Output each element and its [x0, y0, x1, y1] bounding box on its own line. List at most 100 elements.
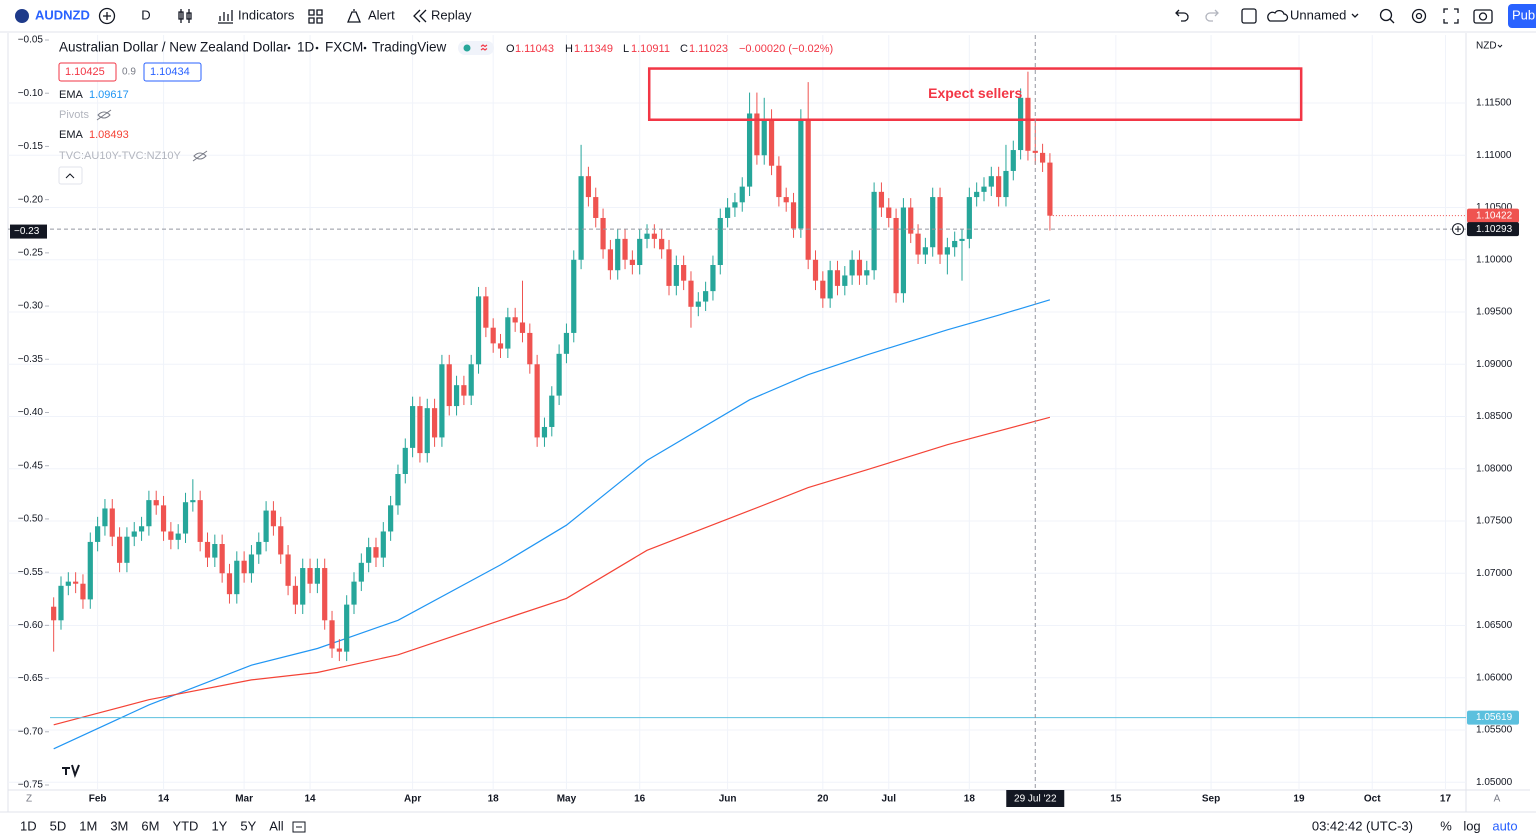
- fullscreen-button[interactable]: [1443, 8, 1459, 24]
- legend-exchange: FXCM: [325, 40, 363, 55]
- settings-button[interactable]: [1411, 8, 1427, 24]
- indicator-name[interactable]: Pivots: [59, 109, 89, 121]
- log-toggle[interactable]: log: [1463, 818, 1480, 833]
- candle-body: [483, 296, 489, 328]
- candle-body: [915, 233, 921, 255]
- replay-button[interactable]: Replay: [431, 7, 472, 22]
- y-tick-label: 1.05000: [1476, 777, 1513, 788]
- x-tick-label: Apr: [404, 794, 421, 805]
- select-button[interactable]: [1241, 8, 1257, 24]
- currency-menu[interactable]: [1497, 44, 1503, 48]
- candle-body: [314, 568, 320, 584]
- candle-body: [922, 247, 928, 255]
- currency[interactable]: NZD: [1476, 41, 1497, 52]
- compare-button[interactable]: [98, 7, 116, 25]
- layout-name[interactable]: Unnamed: [1290, 7, 1346, 22]
- candle-body: [717, 217, 723, 266]
- y-tick-label: 1.10000: [1476, 254, 1513, 265]
- ask-price[interactable]: 1.10434: [150, 66, 190, 78]
- candle-body: [812, 259, 819, 281]
- candle-body: [732, 202, 738, 208]
- hidden-icon[interactable]: [192, 150, 208, 162]
- candle-body: [146, 500, 152, 527]
- alert-button[interactable]: Alert: [368, 7, 395, 22]
- candle-body: [585, 176, 592, 198]
- y2-tick-label: −0.75: [18, 780, 44, 791]
- hline-price-tag: [1467, 710, 1519, 725]
- layouts-button[interactable]: [308, 9, 323, 24]
- legend-collapse[interactable]: [58, 166, 83, 185]
- buy-button[interactable]: [143, 62, 202, 82]
- candle-body: [622, 238, 628, 260]
- crosshair-add-plus: [1455, 226, 1461, 233]
- legend-dot: [363, 46, 367, 50]
- annotation-box[interactable]: [647, 67, 1303, 121]
- snapshot-button[interactable]: [1473, 9, 1493, 24]
- market-status-dot: [463, 44, 471, 52]
- scale-button[interactable]: A: [1494, 794, 1501, 805]
- candle-body: [1018, 97, 1024, 151]
- candle-body: [952, 240, 958, 248]
- chart-type-button[interactable]: [178, 9, 192, 23]
- market-status[interactable]: [458, 41, 494, 55]
- sell-button[interactable]: [58, 62, 117, 82]
- interval[interactable]: D: [141, 7, 150, 22]
- candle-body: [58, 585, 64, 621]
- search-button[interactable]: [1379, 8, 1393, 22]
- ohlc-value: 1.11349: [574, 43, 613, 55]
- candle-body: [673, 265, 679, 286]
- candle-body: [468, 364, 474, 396]
- indicator-name[interactable]: EMA: [59, 89, 84, 101]
- range-button[interactable]: 1Y: [211, 818, 227, 833]
- candle-body: [856, 259, 863, 276]
- range-button[interactable]: 3M: [110, 818, 128, 833]
- candle-body: [109, 508, 115, 537]
- candle-body: [600, 217, 606, 250]
- candle-body: [1025, 97, 1031, 151]
- candle-body: [490, 327, 496, 344]
- indicators-button[interactable]: Indicators: [238, 7, 295, 22]
- candle-body: [549, 395, 555, 427]
- range-button[interactable]: 5Y: [240, 818, 256, 833]
- goto-date[interactable]: [292, 821, 306, 833]
- layout-menu[interactable]: [1351, 13, 1359, 18]
- publish-button[interactable]: [1508, 4, 1536, 28]
- bid-price[interactable]: 1.10425: [65, 66, 105, 78]
- candle-body: [168, 531, 174, 540]
- annotation-text[interactable]: Expect sellers: [928, 85, 1022, 101]
- legend-interval: 1D: [297, 40, 315, 55]
- hidden-icon[interactable]: [96, 109, 112, 121]
- scale-button[interactable]: Z: [26, 794, 32, 805]
- auto-toggle[interactable]: auto: [1492, 818, 1517, 833]
- y-tick-label: 1.11000: [1476, 150, 1512, 161]
- indicator-name[interactable]: EMA: [59, 129, 84, 141]
- candle-body: [563, 332, 570, 354]
- candle-body: [505, 317, 511, 349]
- range-button[interactable]: 1D: [20, 818, 37, 833]
- candle-body: [234, 560, 240, 595]
- undo-button[interactable]: [1175, 9, 1189, 22]
- symbol-flag[interactable]: [15, 9, 29, 23]
- candle-body: [981, 186, 987, 192]
- range-button[interactable]: 6M: [141, 818, 159, 833]
- range-button[interactable]: All: [269, 818, 284, 833]
- candle-body: [329, 620, 335, 649]
- percent-toggle[interactable]: %: [1440, 818, 1452, 833]
- x-tick-label: 16: [634, 794, 646, 805]
- candle-body: [65, 581, 71, 586]
- range-button[interactable]: YTD: [172, 818, 198, 833]
- range-button[interactable]: 5D: [50, 818, 67, 833]
- settings-hub: [1415, 12, 1423, 20]
- spread: 0.9: [122, 67, 136, 78]
- candle-body: [776, 165, 782, 198]
- indicator-name[interactable]: TVC:AU10Y-TVC:NZ10Y: [59, 150, 182, 162]
- candle-body: [388, 505, 394, 532]
- publish-label[interactable]: Pub: [1512, 7, 1535, 22]
- candle-body: [80, 583, 86, 600]
- candle-body: [431, 408, 438, 438]
- symbol[interactable]: AUDNZD: [35, 7, 90, 22]
- x-tick-label: Feb: [89, 794, 107, 805]
- candle-body: [1047, 162, 1053, 216]
- range-button[interactable]: 1M: [79, 818, 97, 833]
- redo-button[interactable]: [1205, 9, 1219, 22]
